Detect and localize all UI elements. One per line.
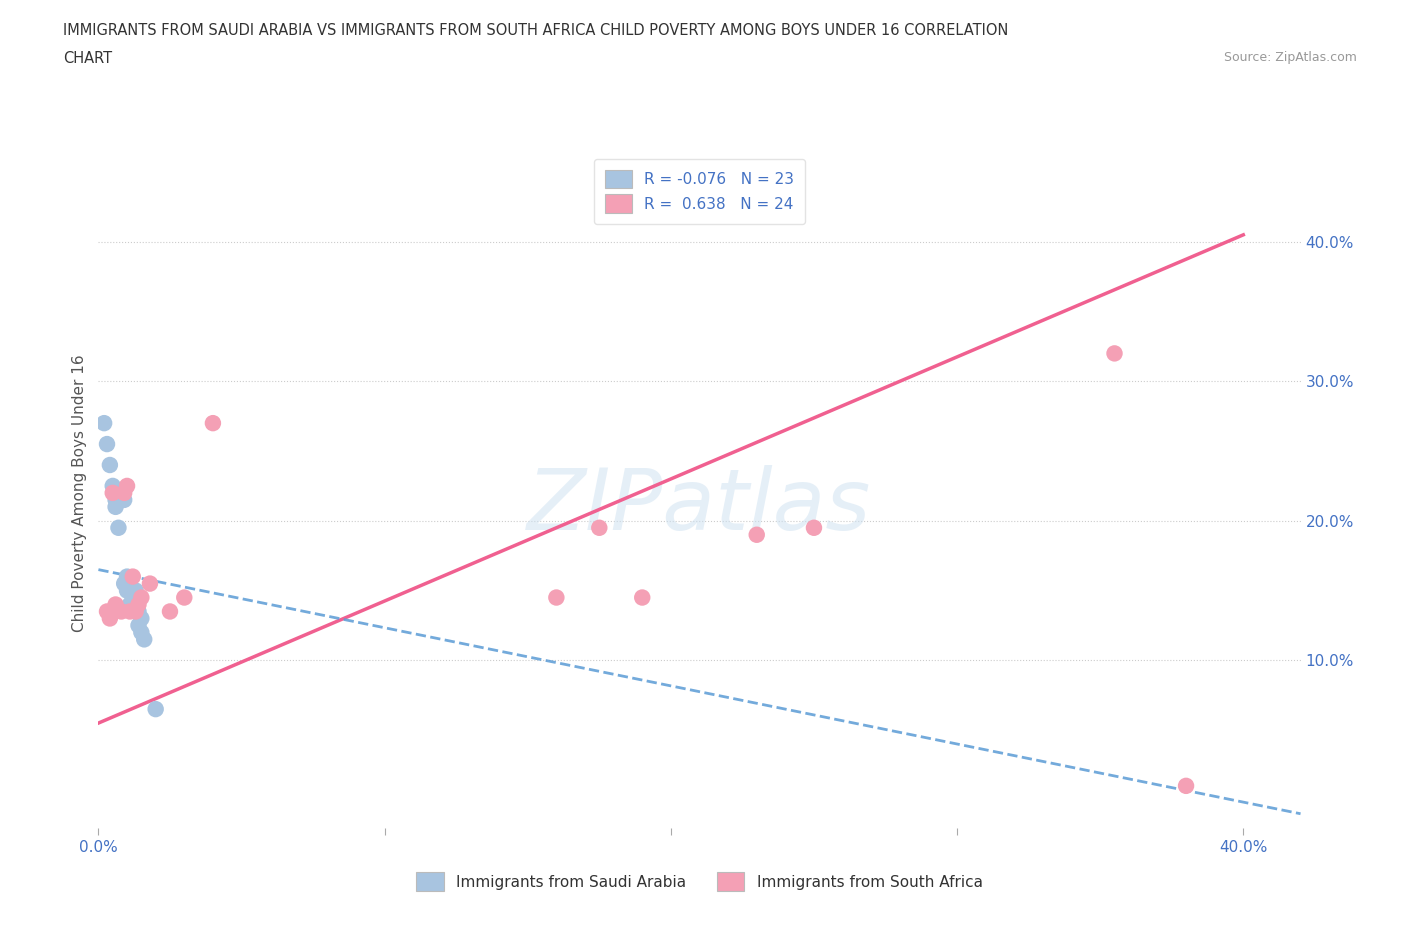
Point bbox=[98, 458, 121, 472]
Point bbox=[588, 521, 610, 536]
Point bbox=[110, 604, 132, 619]
Point bbox=[93, 416, 115, 431]
Point bbox=[118, 604, 141, 619]
Point bbox=[131, 611, 153, 626]
Point bbox=[101, 479, 124, 494]
Point bbox=[124, 604, 146, 619]
Point bbox=[546, 591, 568, 605]
Point bbox=[134, 632, 156, 647]
Point bbox=[173, 591, 195, 605]
Point bbox=[101, 485, 124, 500]
Point bbox=[745, 527, 768, 542]
Point bbox=[1104, 346, 1126, 361]
Legend: Immigrants from Saudi Arabia, Immigrants from South Africa: Immigrants from Saudi Arabia, Immigrants… bbox=[411, 866, 988, 897]
Point bbox=[96, 437, 118, 452]
Point bbox=[131, 625, 153, 640]
Point bbox=[110, 485, 132, 500]
Point bbox=[201, 416, 224, 431]
Point bbox=[96, 604, 118, 619]
Point bbox=[124, 591, 146, 605]
Point bbox=[128, 618, 150, 633]
Point bbox=[112, 493, 135, 508]
Point bbox=[101, 604, 124, 619]
Point bbox=[115, 569, 138, 584]
Point bbox=[115, 583, 138, 598]
Point bbox=[145, 702, 167, 717]
Point bbox=[115, 479, 138, 494]
Text: IMMIGRANTS FROM SAUDI ARABIA VS IMMIGRANTS FROM SOUTH AFRICA CHILD POVERTY AMONG: IMMIGRANTS FROM SAUDI ARABIA VS IMMIGRAN… bbox=[63, 23, 1008, 38]
Point bbox=[139, 577, 162, 591]
Point bbox=[124, 583, 146, 598]
Y-axis label: Child Poverty Among Boys Under 16: Child Poverty Among Boys Under 16 bbox=[72, 354, 87, 631]
Text: CHART: CHART bbox=[63, 51, 112, 66]
Point bbox=[104, 499, 127, 514]
Text: Source: ZipAtlas.com: Source: ZipAtlas.com bbox=[1223, 51, 1357, 64]
Point bbox=[121, 591, 143, 605]
Point bbox=[131, 591, 153, 605]
Text: ZIPatlas: ZIPatlas bbox=[527, 465, 872, 548]
Point bbox=[104, 493, 127, 508]
Point bbox=[104, 597, 127, 612]
Point bbox=[631, 591, 654, 605]
Point bbox=[112, 485, 135, 500]
Point bbox=[803, 521, 825, 536]
Point bbox=[121, 569, 143, 584]
Point bbox=[128, 597, 150, 612]
Point bbox=[1175, 778, 1198, 793]
Point bbox=[112, 577, 135, 591]
Point bbox=[159, 604, 181, 619]
Point bbox=[118, 597, 141, 612]
Point bbox=[98, 611, 121, 626]
Point bbox=[128, 604, 150, 619]
Point bbox=[121, 583, 143, 598]
Point bbox=[107, 521, 129, 536]
